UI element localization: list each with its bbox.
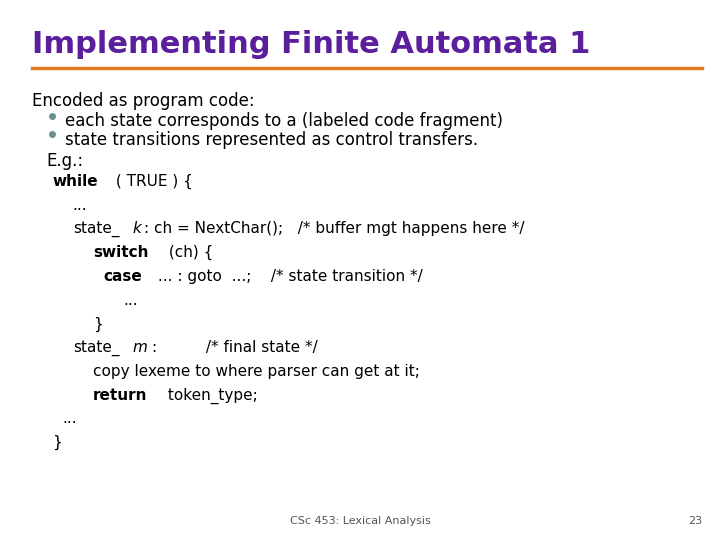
- Text: k: k: [132, 221, 142, 237]
- Text: ( TRUE ) {: ( TRUE ) {: [112, 174, 193, 189]
- Text: ...: ...: [123, 293, 138, 308]
- Text: ...: ...: [73, 198, 87, 213]
- Text: }: }: [93, 316, 103, 332]
- Text: : ch = NextChar();   /* buffer mgt happens here */: : ch = NextChar(); /* buffer mgt happens…: [144, 221, 525, 237]
- Text: while: while: [53, 174, 98, 189]
- Text: E.g.:: E.g.:: [47, 152, 84, 170]
- Text: copy lexeme to where parser can get at it;: copy lexeme to where parser can get at i…: [93, 364, 420, 379]
- Text: :          /* final state */: : /* final state */: [152, 340, 318, 355]
- Text: }: }: [53, 435, 63, 450]
- Text: each state corresponds to a (labeled code fragment): each state corresponds to a (labeled cod…: [65, 112, 503, 130]
- Text: return: return: [93, 388, 148, 403]
- Text: m: m: [132, 340, 148, 355]
- Text: token_type;: token_type;: [163, 388, 258, 404]
- Text: case: case: [103, 269, 142, 284]
- Text: CSc 453: Lexical Analysis: CSc 453: Lexical Analysis: [289, 516, 431, 526]
- Text: 23: 23: [688, 516, 702, 526]
- Text: state_: state_: [73, 340, 120, 356]
- Text: ...: ...: [63, 411, 77, 427]
- Text: state transitions represented as control transfers.: state transitions represented as control…: [65, 131, 478, 149]
- Text: (ch) {: (ch) {: [164, 245, 214, 260]
- Text: Implementing Finite Automata 1: Implementing Finite Automata 1: [32, 30, 591, 59]
- Text: state_: state_: [73, 221, 120, 237]
- Text: switch: switch: [93, 245, 148, 260]
- Text: Encoded as program code:: Encoded as program code:: [32, 92, 255, 110]
- Text: ... : goto  ...;    /* state transition */: ... : goto ...; /* state transition */: [153, 269, 423, 284]
